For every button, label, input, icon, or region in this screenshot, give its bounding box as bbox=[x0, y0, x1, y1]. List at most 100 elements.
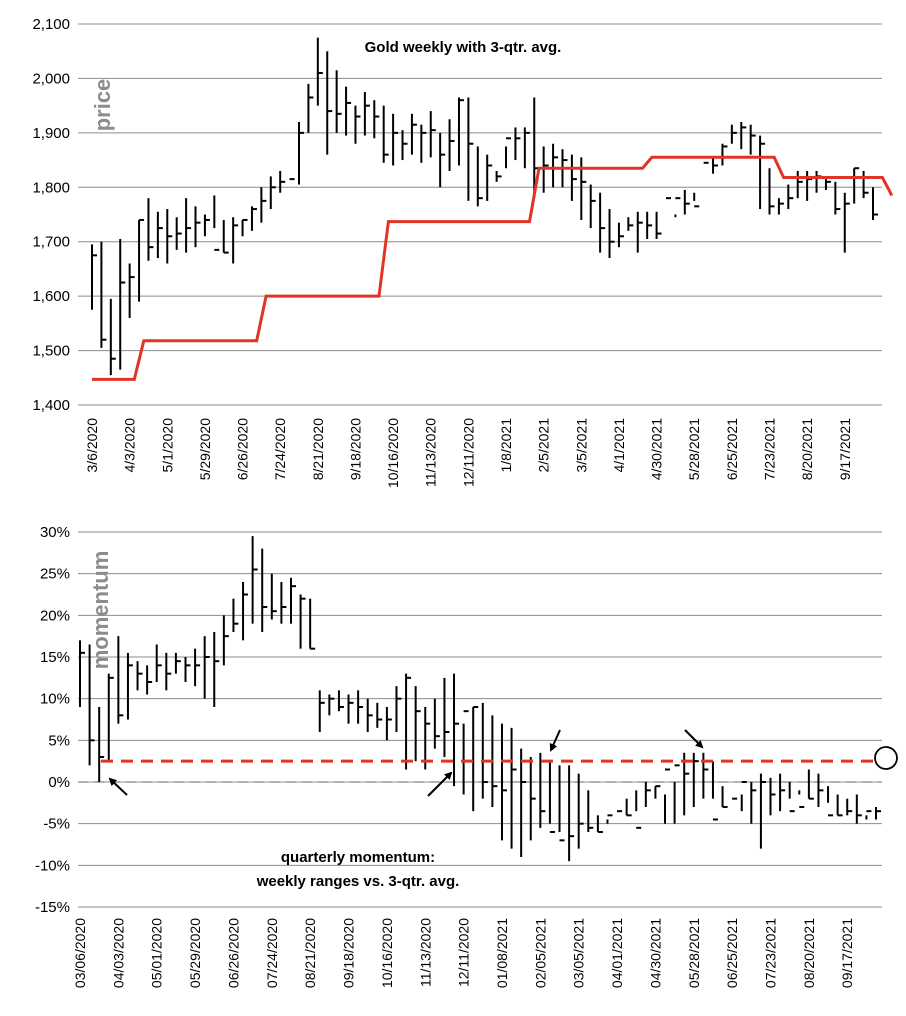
weekly-bar bbox=[749, 124, 756, 155]
weekly-bar bbox=[635, 790, 642, 829]
weekly-bar bbox=[552, 143, 559, 188]
y-tick-label: 0% bbox=[48, 774, 70, 791]
weekly-bar bbox=[222, 615, 229, 666]
x-tick-label: 5/1/2020 bbox=[159, 418, 175, 473]
x-tick-label: 02/05/2021 bbox=[532, 918, 548, 988]
weekly-bar bbox=[655, 211, 662, 239]
weekly-bar bbox=[862, 170, 869, 199]
weekly-bar bbox=[476, 146, 483, 207]
x-tick-label: 4/3/2020 bbox=[122, 418, 138, 473]
weekly-bar bbox=[548, 761, 555, 833]
weekly-bar bbox=[472, 706, 479, 812]
momentum-weekly-bars bbox=[79, 536, 881, 862]
arrow-annotation-4 bbox=[684, 729, 704, 749]
weekly-bar bbox=[674, 197, 681, 218]
weekly-bar bbox=[570, 154, 577, 201]
weekly-bar bbox=[138, 218, 145, 302]
weekly-bar bbox=[872, 187, 878, 220]
weekly-bar bbox=[429, 111, 436, 158]
weekly-bar bbox=[721, 786, 728, 808]
weekly-bar bbox=[366, 698, 373, 732]
weekly-bar bbox=[363, 92, 370, 136]
weekly-bar bbox=[599, 192, 606, 253]
x-tick-label: 6/26/2020 bbox=[235, 418, 251, 480]
weekly-bar bbox=[846, 798, 853, 816]
weekly-bar bbox=[683, 752, 690, 816]
x-tick-label: 2/5/2021 bbox=[536, 418, 552, 473]
weekly-bar bbox=[318, 690, 325, 732]
weekly-bar bbox=[462, 710, 469, 795]
y-tick-label: -5% bbox=[43, 816, 70, 833]
weekly-bar bbox=[347, 694, 354, 724]
weekly-bar bbox=[759, 135, 766, 210]
weekly-bar bbox=[693, 192, 700, 208]
arrow-annotation-1 bbox=[108, 777, 128, 796]
weekly-bar bbox=[326, 51, 333, 155]
weekly-bar bbox=[855, 794, 862, 824]
weekly-bar bbox=[401, 130, 408, 161]
highlight-circle bbox=[874, 746, 898, 770]
weekly-bar bbox=[337, 690, 344, 712]
weekly-bar bbox=[692, 752, 699, 807]
y-tick-label: 1,400 bbox=[32, 397, 70, 414]
y-tick-label: 5% bbox=[48, 732, 70, 749]
price-gridlines bbox=[78, 23, 882, 406]
weekly-bar bbox=[345, 86, 352, 136]
weekly-bar bbox=[107, 673, 114, 762]
x-tick-label: 08/21/2020 bbox=[302, 918, 318, 988]
weekly-bar bbox=[636, 211, 643, 253]
weekly-bar bbox=[788, 782, 795, 813]
weekly-bar bbox=[242, 582, 249, 641]
weekly-bar bbox=[806, 170, 813, 201]
weekly-bar bbox=[732, 797, 738, 800]
weekly-bar bbox=[91, 244, 97, 310]
weekly-bar bbox=[213, 195, 220, 251]
x-tick-label: 04/01/2021 bbox=[609, 918, 625, 988]
y-tick-label: 1,600 bbox=[32, 288, 70, 305]
weekly-bar bbox=[298, 121, 305, 185]
weekly-bar bbox=[853, 167, 860, 204]
x-tick-label: 12/11/2020 bbox=[456, 918, 472, 987]
weekly-bar bbox=[617, 222, 624, 248]
price-weekly-bars bbox=[91, 37, 878, 376]
weekly-bar bbox=[510, 727, 517, 849]
x-tick-label: 8/20/2021 bbox=[799, 418, 815, 480]
weekly-bar bbox=[589, 184, 596, 229]
weekly-bar bbox=[328, 694, 335, 716]
weekly-bar bbox=[392, 113, 399, 166]
weekly-bar bbox=[269, 176, 276, 210]
weekly-bar bbox=[827, 786, 834, 817]
weekly-bar bbox=[289, 178, 295, 181]
weekly-bar bbox=[250, 206, 257, 231]
weekly-bar bbox=[467, 97, 474, 201]
weekly-bar bbox=[289, 577, 296, 624]
weekly-bar bbox=[175, 217, 182, 250]
weekly-bar bbox=[768, 168, 775, 215]
weekly-bar bbox=[376, 702, 383, 728]
x-tick-label: 11/13/2020 bbox=[417, 918, 433, 987]
weekly-bar bbox=[759, 773, 766, 849]
x-tick-label: 07/23/2021 bbox=[763, 918, 779, 988]
x-tick-label: 9/18/2020 bbox=[347, 418, 363, 480]
weekly-bar bbox=[424, 707, 431, 770]
weekly-bar bbox=[740, 121, 747, 150]
x-tick-label: 09/17/2021 bbox=[839, 918, 855, 988]
weekly-bar bbox=[834, 181, 841, 215]
y-tick-label: 10% bbox=[40, 691, 70, 708]
weekly-bar bbox=[279, 170, 286, 193]
x-tick-label: 10/16/2020 bbox=[385, 418, 401, 488]
weekly-bar bbox=[439, 132, 446, 188]
weekly-bar bbox=[608, 209, 615, 259]
x-tick-label: 3/6/2020 bbox=[84, 418, 100, 473]
weekly-bar bbox=[88, 644, 95, 766]
y-tick-label: 1,800 bbox=[32, 179, 70, 196]
weekly-bar bbox=[529, 757, 536, 841]
price-chart-title: Gold weekly with 3-qtr. avg. bbox=[365, 39, 562, 56]
weekly-bar bbox=[654, 785, 661, 799]
x-tick-label: 05/28/2021 bbox=[686, 918, 702, 988]
weekly-bar bbox=[373, 100, 380, 139]
x-tick-label: 9/17/2021 bbox=[837, 418, 853, 480]
weekly-bar bbox=[843, 192, 850, 253]
weekly-bar bbox=[596, 815, 603, 833]
weekly-bar bbox=[457, 97, 464, 166]
